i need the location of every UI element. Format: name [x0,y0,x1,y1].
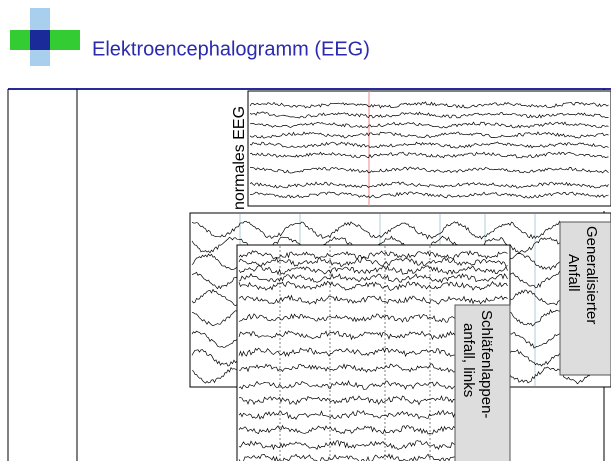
eeg-trace [238,280,508,291]
eeg-trace [238,256,508,267]
eeg-trace [238,294,508,305]
eeg-panel-normal: normales EEG [222,90,611,211]
logo-dark [30,30,50,50]
panel-frame [247,90,611,207]
label-box: Schläfenlappen- anfall, links [454,304,511,461]
eeg-trace [249,151,609,159]
slide-title: Elektroencephalogramm (EEG) [92,38,370,60]
eeg-trace [238,250,508,260]
eeg-trace [249,111,609,119]
label-box: Generalisierter Anfall [559,221,611,376]
eeg-trace [249,101,609,109]
eeg-trace [249,181,609,189]
panel-label: Schläfenlappen- [478,310,495,418]
eeg-trace [238,273,508,284]
eeg-trace [250,166,609,174]
panel-label: Anfall [565,254,582,292]
eeg-trace [249,131,609,139]
eeg-trace [238,265,508,276]
eeg-trace [249,141,609,149]
label-box-bg [559,221,611,376]
label-box-bg [454,304,511,461]
panel-label: Generalisierter [583,226,600,324]
panel-label: normales EEG [231,106,248,210]
panel-label: anfall, links [460,323,477,397]
eeg-trace [249,191,609,199]
eeg-trace [249,121,609,129]
eeg-trace [191,220,610,240]
